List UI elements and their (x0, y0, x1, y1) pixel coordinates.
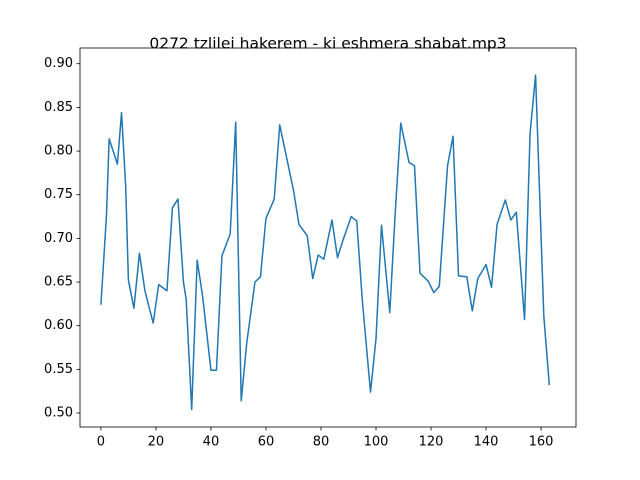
data-line (100, 74, 551, 411)
x-tick-label: 140 (474, 435, 499, 450)
y-tick-label: 0.80 (44, 144, 73, 159)
y-tick-label: 0.65 (44, 275, 73, 290)
x-tick-label: 0 (97, 435, 105, 450)
plot-frame (79, 47, 577, 428)
chart-title: 0272 tzlilei hakerem - ki eshmera shabat… (149, 35, 506, 53)
y-tick-label: 0.75 (44, 187, 73, 202)
y-tick-label: 0.90 (44, 56, 73, 71)
y-tick-label: 0.50 (44, 406, 73, 421)
x-tick-label: 20 (148, 435, 165, 450)
x-tick-label: 160 (529, 435, 554, 450)
y-tick-label: 0.85 (44, 100, 73, 115)
x-tick-label: 100 (364, 435, 389, 450)
x-tick-label: 60 (258, 435, 275, 450)
x-tick-label: 80 (313, 435, 330, 450)
x-tick-label: 40 (203, 435, 220, 450)
x-tick-label: 120 (419, 435, 444, 450)
y-tick-label: 0.55 (44, 362, 73, 377)
y-tick-label: 0.60 (44, 318, 73, 333)
y-tick-label: 0.70 (44, 231, 73, 246)
